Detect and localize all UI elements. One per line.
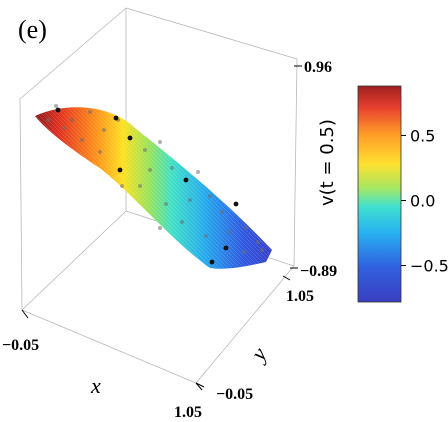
- surface-mesh: [35, 107, 272, 269]
- sample-point: [120, 184, 124, 188]
- panel-label: (e): [18, 15, 47, 44]
- sample-point: [80, 138, 84, 142]
- sample-point: [220, 210, 224, 214]
- y-tick-mark-top: [282, 275, 291, 281]
- x-axis-label: x: [90, 373, 101, 398]
- sample-point: [180, 220, 184, 224]
- sample-point: [208, 194, 212, 198]
- sample-point: [242, 250, 246, 254]
- sample-point: [228, 230, 232, 234]
- sample-point: [113, 115, 119, 121]
- sample-points: [46, 104, 264, 265]
- sample-point: [188, 198, 192, 202]
- sample-point: [158, 226, 162, 230]
- z-axis: 0.96 −0.89 v(t = 0.5): [290, 59, 338, 280]
- colorbar-tick-label: 0.5: [410, 126, 435, 145]
- sample-point: [170, 166, 174, 170]
- sample-point: [260, 248, 264, 252]
- sample-point: [183, 177, 189, 183]
- sample-point: [55, 107, 61, 113]
- x-tick-label-left: −0.05: [2, 337, 39, 354]
- sample-point: [223, 245, 229, 251]
- sample-point: [244, 226, 248, 230]
- sample-point: [70, 118, 74, 122]
- sample-point: [233, 201, 239, 207]
- y-tick-mark-bottom: [195, 382, 205, 388]
- sample-point: [138, 184, 142, 188]
- y-axis: 1.05 −0.05 y: [195, 275, 314, 403]
- sample-point: [54, 104, 58, 108]
- sample-point: [127, 135, 133, 141]
- sample-point: [158, 140, 162, 144]
- x-tick-mark-left: [21, 309, 29, 319]
- colorbar-tick-label: 0.0: [410, 192, 435, 211]
- sample-point: [148, 168, 152, 172]
- sample-point: [46, 118, 50, 122]
- sample-point: [62, 126, 66, 130]
- box-edge: [19, 98, 23, 311]
- sample-point: [196, 170, 200, 174]
- box-edge: [195, 265, 295, 384]
- sample-point: [143, 148, 147, 152]
- colorbar: 0.5 0.0 −0.5: [357, 85, 448, 303]
- box-edge: [19, 7, 127, 100]
- box-edge: [293, 58, 298, 267]
- sample-point: [88, 110, 92, 114]
- z-tick-label-bottom: −0.89: [300, 263, 337, 280]
- box-edge: [21, 309, 197, 384]
- sample-point: [117, 167, 123, 173]
- x-tick-label-right: 1.05: [174, 404, 202, 421]
- x-axis: −0.05 1.05 x: [2, 309, 203, 421]
- x-tick-mark-right: [195, 382, 203, 391]
- z-tick-label-top: 0.96: [304, 59, 332, 76]
- sample-point: [204, 234, 208, 238]
- sample-point: [209, 259, 215, 265]
- y-tick-label-bottom: −0.05: [216, 386, 253, 403]
- colorbar-ticks: 0.5 0.0 −0.5: [401, 126, 448, 276]
- box-edge: [21, 210, 127, 311]
- sample-point: [164, 202, 168, 206]
- y-tick-label-top: 1.05: [286, 288, 314, 305]
- sample-point: [98, 150, 102, 154]
- sample-point: [102, 128, 106, 132]
- z-axis-label: v(t = 0.5): [317, 119, 338, 206]
- y-axis-label: y: [244, 342, 271, 366]
- colorbar-fill: [357, 85, 402, 303]
- box-edge: [125, 7, 298, 60]
- surface: [35, 104, 272, 269]
- colorbar-tick-label: −0.5: [410, 257, 448, 276]
- sample-point: [256, 240, 260, 244]
